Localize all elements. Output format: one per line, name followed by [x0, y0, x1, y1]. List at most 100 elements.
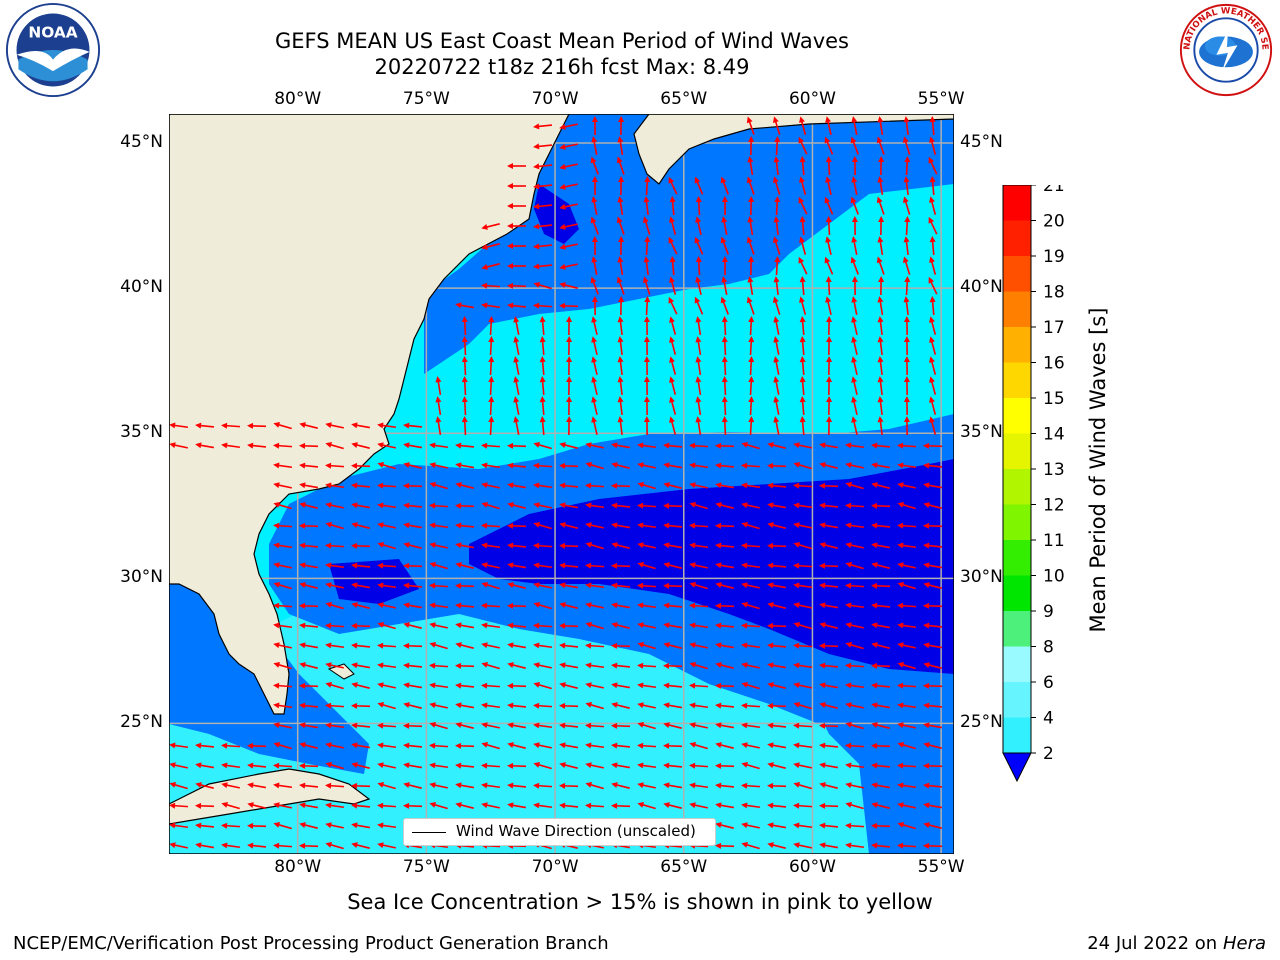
- wind-wave-arrow: [273, 782, 293, 789]
- wind-wave-arrow: [741, 842, 760, 850]
- wind-wave-arrow: [481, 522, 501, 529]
- colorbar-segment: [1003, 575, 1031, 611]
- wind-wave-arrow: [539, 396, 546, 416]
- wind-wave-arrow: [799, 336, 806, 356]
- wind-wave-arrow: [533, 702, 553, 709]
- wind-wave-arrow: [221, 442, 241, 449]
- wind-wave-arrow: [850, 136, 859, 155]
- wind-wave-arrow: [221, 802, 240, 810]
- wind-wave-arrow: [741, 722, 761, 729]
- colorbar-tick-label: 6: [1043, 673, 1054, 693]
- wind-wave-arrow: [798, 196, 808, 215]
- wind-wave-arrow: [897, 842, 917, 849]
- credit-host: Hera: [1222, 933, 1266, 954]
- wind-wave-arrow: [455, 582, 475, 589]
- wind-wave-arrow: [904, 216, 911, 236]
- wind-wave-arrow: [351, 662, 371, 669]
- wind-wave-arrow: [533, 442, 552, 450]
- lon-label-bottom: 60°W: [788, 857, 836, 877]
- wind-wave-arrow: [617, 336, 624, 356]
- wind-wave-arrow: [715, 562, 735, 569]
- wind-wave-arrow: [429, 562, 448, 570]
- wind-wave-arrow: [559, 582, 579, 589]
- wind-wave-arrow: [715, 662, 734, 669]
- wind-wave-arrow: [669, 216, 677, 235]
- wind-wave-arrow: [403, 722, 423, 729]
- wind-wave-arrow: [928, 156, 938, 175]
- wind-wave-arrow: [902, 256, 911, 275]
- wind-wave-arrow: [643, 336, 650, 356]
- wind-wave-arrow: [488, 356, 495, 376]
- wind-wave-arrow: [299, 662, 318, 669]
- wind-wave-arrow: [325, 662, 344, 669]
- wind-wave-arrow: [774, 136, 781, 156]
- wind-wave-arrow: [689, 722, 708, 729]
- wind-wave-arrow: [721, 336, 728, 356]
- wind-wave-arrow: [773, 316, 780, 335]
- wind-wave-arrow: [585, 602, 604, 609]
- wind-wave-arrow: [767, 702, 787, 709]
- wind-wave-arrow: [720, 296, 729, 315]
- wind-wave-arrow: [876, 136, 885, 155]
- wind-wave-arrow: [507, 302, 527, 309]
- wind-wave-arrow: [668, 176, 678, 195]
- wind-wave-arrow: [643, 376, 650, 396]
- wind-wave-arrow: [799, 316, 806, 336]
- wind-wave-arrow: [668, 236, 678, 255]
- wind-wave-arrow: [793, 502, 813, 509]
- colorbar-tick-label: 2: [1043, 744, 1054, 764]
- wind-wave-arrow: [559, 123, 578, 130]
- wind-wave-arrow: [507, 243, 526, 249]
- wind-wave-arrow: [689, 642, 708, 649]
- wind-wave-arrow: [533, 582, 552, 589]
- wind-wave-arrow: [325, 762, 344, 770]
- wind-wave-arrow: [826, 396, 833, 416]
- wind-wave-arrow: [195, 422, 215, 429]
- colorbar-segment: [1003, 717, 1031, 753]
- wind-wave-arrow: [689, 582, 708, 590]
- colorbar-segment: [1003, 504, 1031, 540]
- wind-wave-arrow: [819, 502, 839, 509]
- wind-wave-arrow: [923, 782, 943, 789]
- wind-wave-arrow: [721, 196, 728, 216]
- wind-wave-arrow: [403, 522, 423, 529]
- wind-wave-arrow: [559, 502, 579, 509]
- wind-wave-arrow: [799, 356, 806, 376]
- wind-wave-arrow: [585, 622, 604, 630]
- wind-wave-arrow: [481, 223, 500, 230]
- wind-wave-arrow: [507, 542, 527, 549]
- wind-wave-arrow: [799, 216, 806, 236]
- wind-wave-arrow: [793, 682, 812, 689]
- wind-wave-arrow: [533, 163, 553, 170]
- wind-wave-arrow: [871, 442, 891, 449]
- wind-wave-arrow: [897, 582, 916, 590]
- wind-wave-arrow: [663, 502, 683, 509]
- wind-wave-arrow: [767, 442, 786, 449]
- wind-wave-arrow: [845, 562, 864, 570]
- wind-wave-arrow: [455, 302, 475, 309]
- wind-wave-arrow: [169, 422, 189, 429]
- wind-wave-arrow: [663, 442, 683, 449]
- wind-wave-arrow: [748, 376, 755, 396]
- wind-wave-arrow: [481, 742, 500, 750]
- colorbar-tick-label: 16: [1043, 354, 1065, 374]
- wind-wave-arrow: [824, 256, 834, 275]
- wind-wave-arrow: [585, 502, 605, 509]
- wind-wave-arrow: [897, 682, 917, 689]
- wind-wave-arrow: [637, 502, 657, 509]
- wind-wave-arrow: [877, 396, 884, 416]
- wind-wave-arrow: [897, 442, 917, 449]
- lon-label-top: 60°W: [788, 89, 836, 109]
- wind-wave-arrow: [533, 782, 553, 789]
- colorbar-segment: [1003, 291, 1031, 327]
- wind-wave-arrow: [507, 682, 527, 689]
- wind-wave-arrow: [825, 296, 832, 315]
- wind-wave-arrow: [273, 642, 292, 649]
- period-contour-below-2-gulf-of-maine: [534, 184, 579, 244]
- wind-wave-arrow: [793, 622, 812, 630]
- wind-wave-arrow: [221, 742, 241, 749]
- wind-wave-arrow: [793, 842, 812, 849]
- wind-wave-arrow: [741, 702, 761, 709]
- wind-wave-arrow: [195, 782, 214, 789]
- wind-wave-arrow: [851, 156, 858, 176]
